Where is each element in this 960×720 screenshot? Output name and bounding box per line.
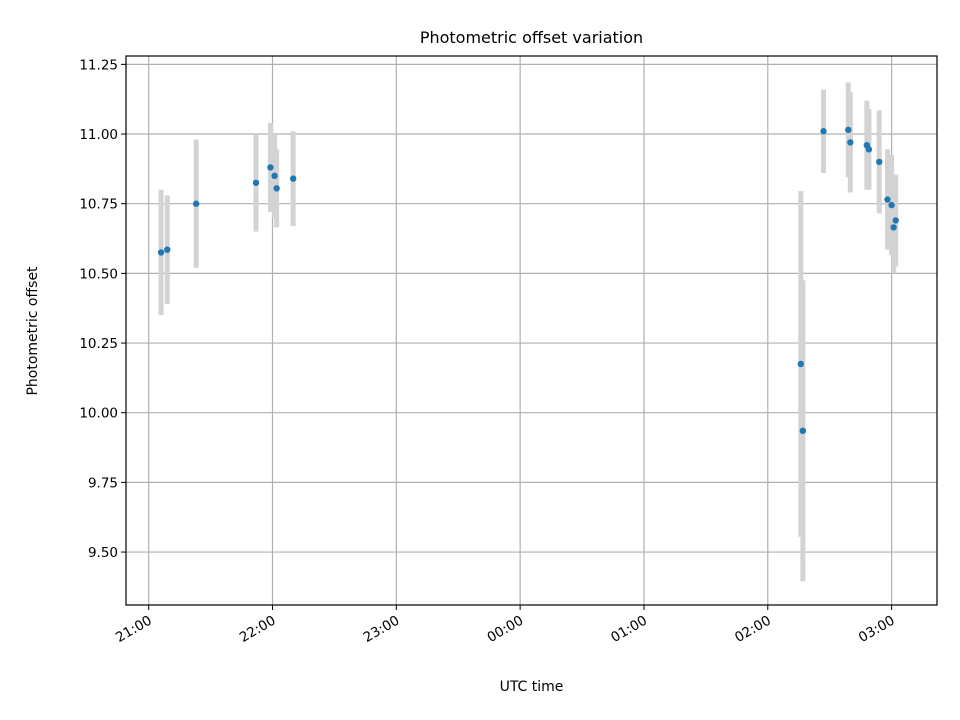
- y-tick-label: 10.00: [79, 406, 118, 422]
- x-tick-label: 22:00: [237, 613, 279, 646]
- x-tick-label: 01:00: [608, 613, 650, 646]
- data-point: [799, 427, 807, 435]
- x-tick-label: 03:00: [856, 613, 898, 646]
- chart-title: Photometric offset variation: [420, 28, 643, 47]
- data-point: [888, 201, 895, 209]
- errorbar-layer: [158, 82, 899, 582]
- y-tick-label: 9.50: [88, 545, 118, 561]
- data-point: [890, 224, 897, 231]
- data-point: [273, 185, 280, 192]
- data-point: [865, 146, 873, 153]
- data-point: [267, 164, 274, 171]
- x-tick-label: 21:00: [113, 613, 155, 646]
- data-point: [192, 200, 200, 207]
- y-tick-label: 10.75: [79, 197, 118, 213]
- y-tick-label: 10.25: [79, 336, 118, 352]
- point-layer: [157, 126, 899, 435]
- y-tick-label: 10.50: [79, 266, 118, 282]
- x-tick-label: 00:00: [484, 613, 526, 646]
- data-point: [847, 139, 854, 146]
- data-point: [797, 360, 805, 368]
- data-point: [892, 217, 899, 224]
- data-point: [271, 172, 278, 180]
- grid-layer: [126, 56, 937, 605]
- y-tick-label: 11.00: [79, 127, 118, 143]
- data-point: [252, 179, 260, 186]
- data-point: [164, 246, 171, 253]
- y-tick-label: 9.75: [88, 475, 118, 491]
- x-tick-label: 23:00: [361, 613, 403, 646]
- data-point: [884, 196, 891, 203]
- tick-layer: 21:00 22:00 23:00 00:00 01:00 02:00 03:00 9.50 9…: [79, 57, 897, 646]
- y-axis-label: Photometric offset: [25, 266, 41, 396]
- data-point: [845, 126, 852, 134]
- x-axis-label: UTC time: [500, 679, 564, 695]
- data-point: [820, 128, 827, 135]
- data-point: [289, 175, 297, 182]
- data-point: [157, 249, 165, 256]
- plot-frame: [125, 55, 938, 606]
- data-point: [876, 158, 883, 166]
- x-tick-label: 02:00: [732, 613, 774, 646]
- y-tick-label: 11.25: [79, 57, 118, 73]
